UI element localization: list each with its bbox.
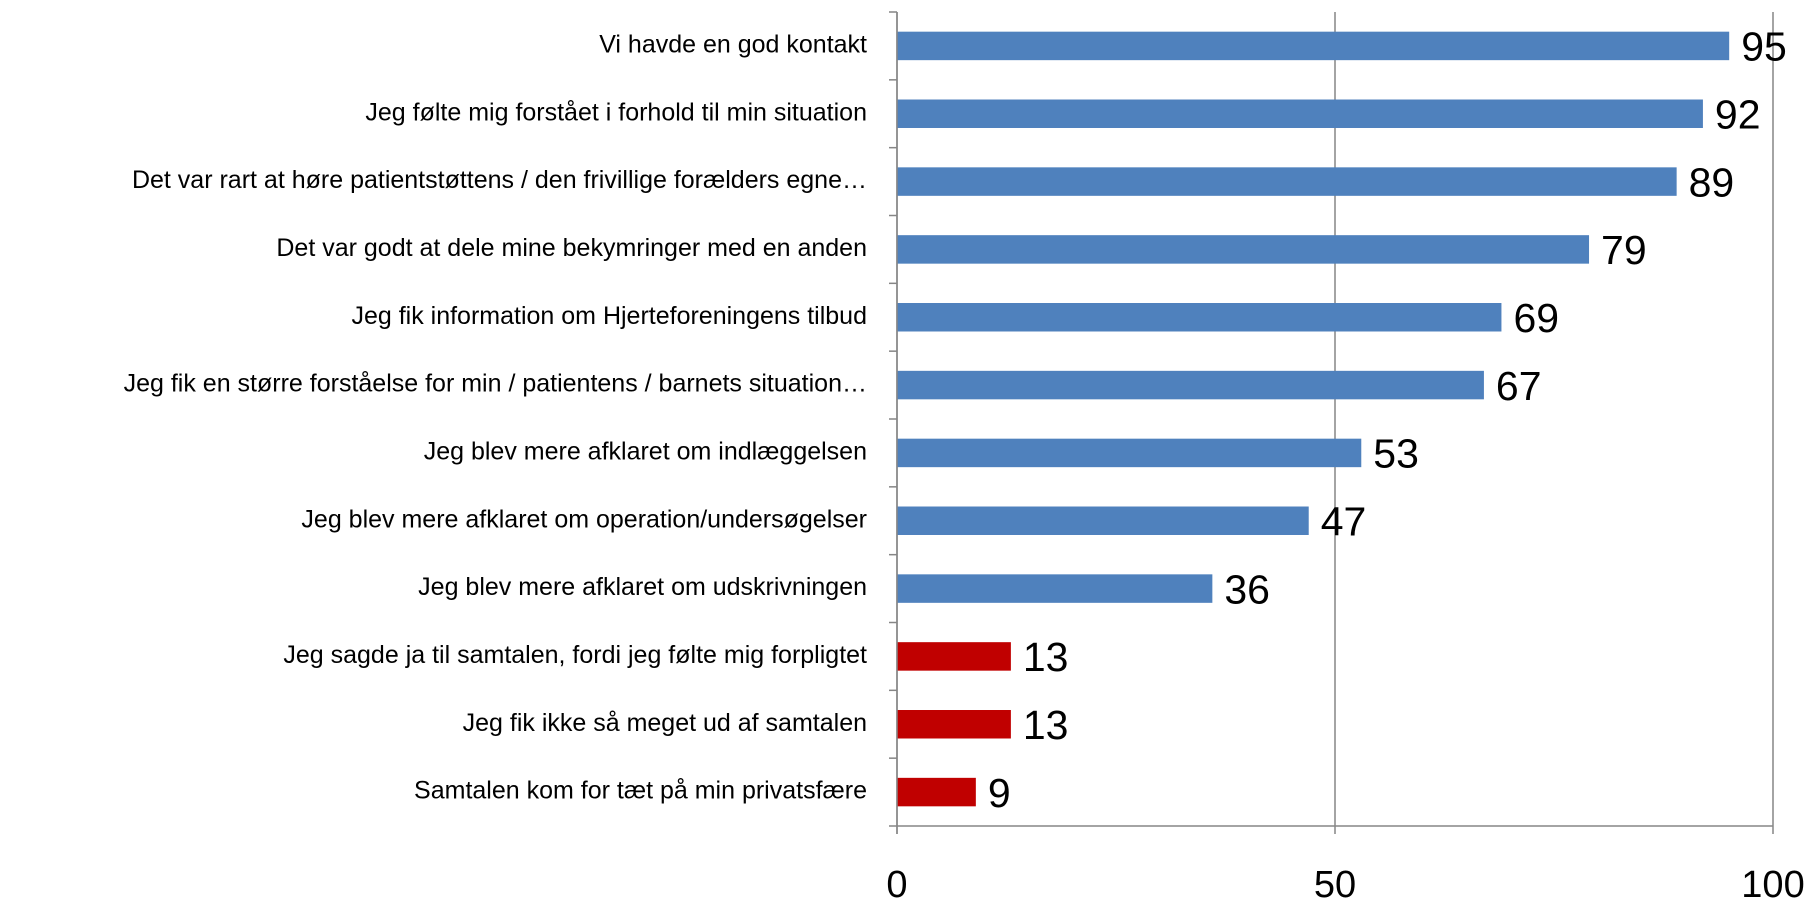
y-tick-label: Det var rart at høre patientstøttens / d… bbox=[132, 166, 867, 194]
bar bbox=[897, 574, 1213, 603]
bar bbox=[897, 710, 1011, 739]
value-label: 36 bbox=[1224, 566, 1270, 612]
y-tick-label: Jeg fik en større forståelse for min / p… bbox=[124, 370, 867, 398]
x-tick-label: 50 bbox=[1314, 864, 1356, 905]
y-tick-label: Jeg blev mere afklaret om udskrivningen bbox=[418, 573, 867, 601]
bar bbox=[897, 642, 1011, 671]
bar bbox=[897, 235, 1590, 264]
y-tick-label: Jeg blev mere afklaret om indlæggelsen bbox=[424, 438, 867, 466]
y-tick-label: Det var godt at dele mine bekymringer me… bbox=[276, 234, 867, 262]
value-label: 9 bbox=[988, 770, 1011, 816]
x-tick-label: 0 bbox=[886, 864, 907, 905]
value-label: 13 bbox=[1023, 702, 1069, 748]
bar bbox=[897, 167, 1677, 196]
bar bbox=[897, 777, 976, 807]
y-tick-label: Jeg sagde ja til samtalen, fordi jeg føl… bbox=[283, 641, 867, 669]
bar bbox=[897, 438, 1362, 468]
value-label: 69 bbox=[1513, 295, 1559, 341]
value-label: 13 bbox=[1023, 634, 1069, 680]
bar bbox=[897, 31, 1730, 61]
bar bbox=[897, 99, 1703, 128]
value-label: 53 bbox=[1373, 431, 1419, 477]
value-label: 89 bbox=[1689, 159, 1735, 205]
bar bbox=[897, 506, 1309, 535]
value-label: 95 bbox=[1741, 24, 1787, 70]
y-tick-label: Jeg fik ikke så meget ud af samtalen bbox=[463, 709, 867, 737]
value-label: 92 bbox=[1715, 92, 1761, 138]
y-tick-label: Jeg blev mere afklaret om operation/unde… bbox=[301, 505, 867, 533]
y-tick-label: Vi havde en god kontakt bbox=[599, 31, 867, 59]
bar bbox=[897, 370, 1484, 400]
y-tick-label: Jeg fik information om Hjerteforeningens… bbox=[351, 302, 867, 330]
bar bbox=[897, 303, 1502, 332]
y-tick-label: Samtalen kom for tæt på min privatsfære bbox=[414, 777, 867, 805]
x-tick-label: 100 bbox=[1741, 864, 1804, 905]
value-label: 79 bbox=[1601, 227, 1647, 273]
y-tick-label: Jeg følte mig forstået i forhold til min… bbox=[365, 98, 867, 126]
value-label: 47 bbox=[1321, 499, 1367, 545]
value-label: 67 bbox=[1496, 363, 1542, 409]
